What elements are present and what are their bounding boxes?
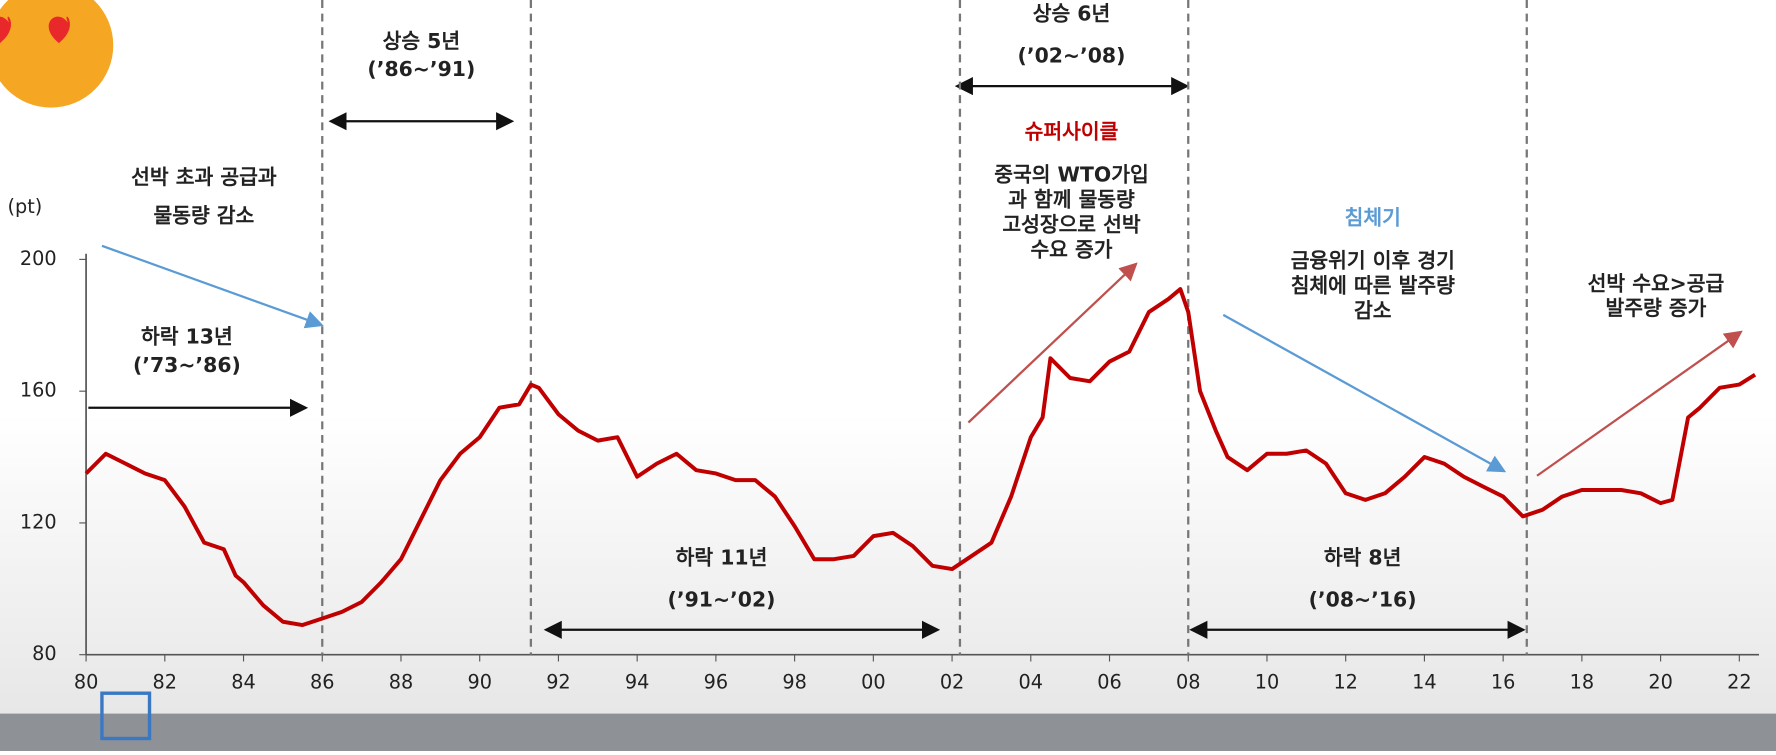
annotation: (’86~’91): [367, 57, 475, 81]
x-tick-label: 22: [1727, 671, 1752, 694]
y-tick-label: 120: [20, 510, 57, 533]
x-tick-label: 20: [1648, 671, 1673, 694]
x-tick-label: 84: [231, 671, 256, 694]
bottom-strip: [0, 713, 1776, 751]
heart-eyes: [0, 16, 70, 44]
annotation: 금융위기 이후 경기: [1291, 249, 1455, 273]
y-tick-label: 160: [20, 379, 57, 402]
annotation: 하락 8년: [1324, 545, 1402, 569]
y-tick-label: 80: [32, 642, 56, 665]
gift-icon: [100, 691, 152, 741]
annotation: 하락 13년: [141, 325, 233, 349]
annotation: (’73~’86): [133, 353, 241, 377]
x-tick-label: 04: [1019, 671, 1044, 694]
annotation: 수요 증가: [1030, 237, 1112, 261]
annotation: 물동량 감소: [153, 203, 254, 227]
x-tick-label: 16: [1491, 671, 1516, 694]
x-tick-label: 08: [1176, 671, 1201, 694]
annotation: 침체에 따른 발주량: [1291, 274, 1455, 298]
annotation: 고성장으로 선박: [1002, 212, 1141, 236]
annotation: 상승 6년: [1033, 2, 1111, 26]
annotation: 선박 초과 공급과: [131, 165, 277, 189]
annotation: (’91~’02): [668, 587, 776, 611]
annotation: 침체기: [1345, 206, 1401, 230]
x-tick-label: 94: [625, 671, 650, 694]
x-tick-label: 92: [546, 671, 570, 694]
arrow: [1536, 330, 1743, 477]
y-tick-label: 200: [20, 247, 57, 270]
annotation: 슈퍼사이클: [1025, 120, 1119, 144]
annotation: 상승 5년: [383, 29, 461, 53]
x-tick-label: 96: [704, 671, 729, 694]
x-tick-label: 88: [389, 671, 413, 694]
data-line: [84, 287, 1757, 628]
x-tick-label: 12: [1333, 671, 1358, 694]
x-tick-label: 80: [74, 671, 99, 694]
arrow: [101, 244, 324, 329]
annotation: 선박 수요>공급: [1588, 271, 1725, 295]
x-tick-label: 86: [310, 671, 334, 694]
annotation: 중국의 WTO가입: [994, 163, 1149, 187]
annotation: 하락 11년: [676, 545, 768, 569]
y-axis-label: (pt): [8, 195, 43, 218]
x-tick-label: 98: [782, 671, 806, 694]
x-tick-label: 02: [940, 671, 965, 694]
character-icon: [0, 0, 114, 108]
x-tick-label: 14: [1412, 671, 1437, 694]
x-tick-label: 10: [1255, 671, 1280, 694]
annotation: 과 함께 물동량: [1008, 188, 1135, 212]
x-tick-label: 90: [467, 671, 491, 694]
annotation: 발주량 증가: [1606, 296, 1707, 320]
annotation: (’08~’16): [1309, 587, 1417, 611]
arrow: [967, 262, 1138, 424]
arrows: [88, 77, 1743, 639]
annotation: (’02~’08): [1018, 44, 1126, 68]
arrow: [1222, 313, 1507, 473]
x-tick-label: 18: [1570, 671, 1594, 694]
x-tick-label: 82: [153, 671, 178, 694]
x-tick-label: 00: [861, 671, 886, 694]
annotation: 감소: [1354, 299, 1392, 323]
x-tick-label: 06: [1097, 671, 1122, 694]
